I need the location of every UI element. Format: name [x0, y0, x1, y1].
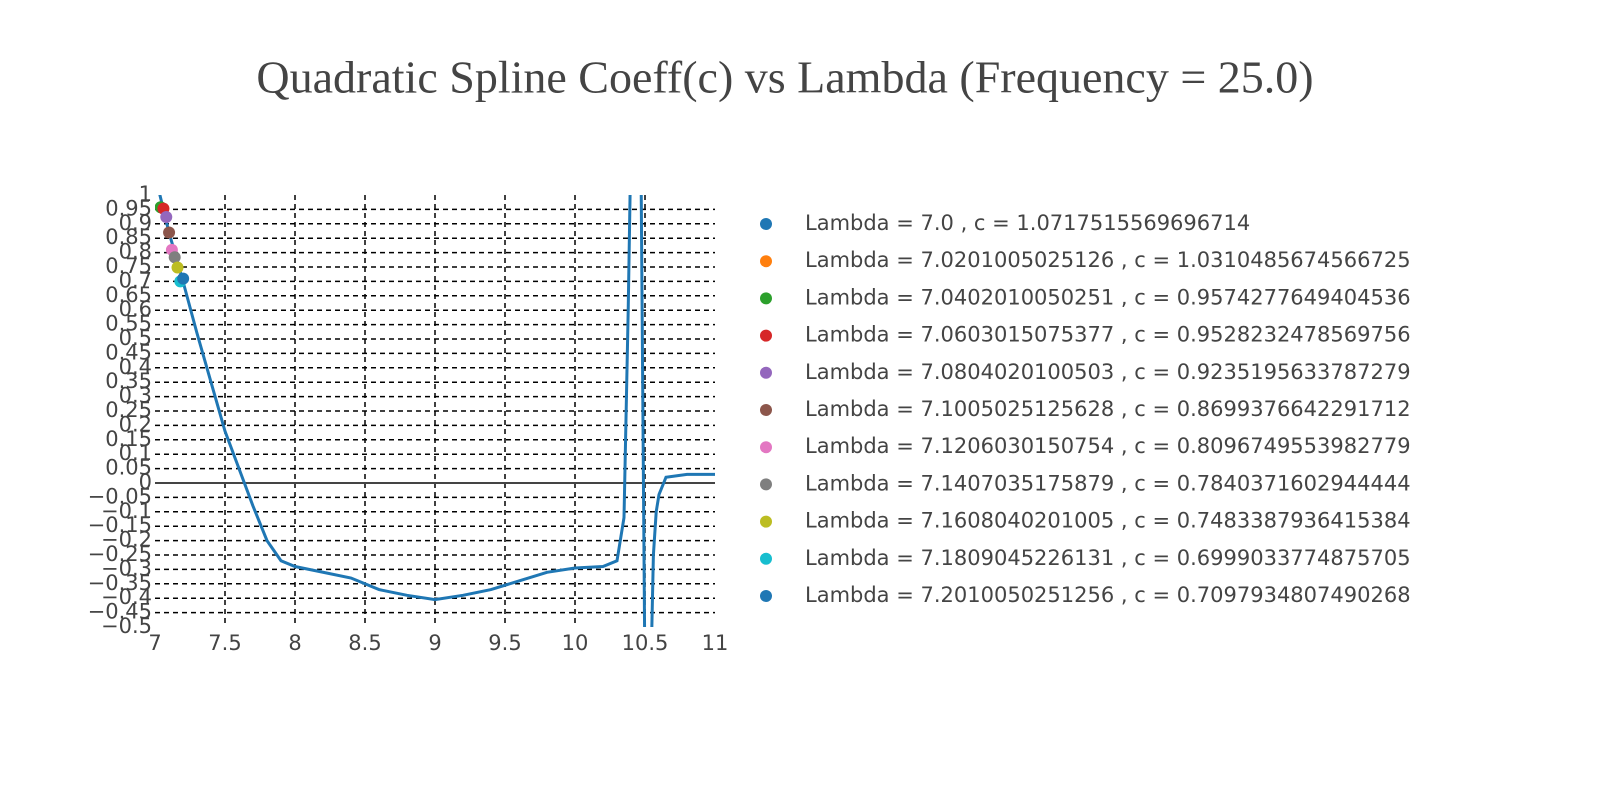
y-tick-label: −0.35 [88, 571, 152, 595]
legend-label: Lambda = 7.0201005025126 , c = 1.0310485… [805, 248, 1411, 272]
y-tick-label: −0.4 [101, 585, 152, 609]
legend: Lambda = 7.0 , c = 1.0717515569696714 Lam… [760, 211, 1411, 607]
x-tick-label: 11 [702, 631, 729, 655]
spline-line [158, 195, 715, 627]
chart-title: Quadratic Spline Coeff(c) vs Lambda (Fre… [256, 52, 1313, 103]
x-tick-label: 7 [148, 631, 161, 655]
legend-label: Lambda = 7.1608040201005 , c = 0.7483387… [805, 509, 1411, 533]
y-tick-label: 0 [139, 470, 152, 494]
legend-label: Lambda = 7.0603015075377 , c = 0.9528232… [805, 323, 1411, 347]
y-tick-label: −0.15 [88, 513, 152, 537]
x-tick-label: 9 [428, 631, 441, 655]
legend-label: Lambda = 7.1809045226131 , c = 0.6999033… [805, 546, 1411, 570]
y-tick-label: 0.85 [105, 225, 152, 249]
y-tick-label: 0.65 [105, 283, 152, 307]
legend-label: Lambda = 7.0804020100503 , c = 0.9235195… [805, 360, 1411, 384]
x-tick-label: 7.5 [208, 631, 241, 655]
y-tick-label: 0.6 [119, 297, 152, 321]
legend-marker [760, 404, 772, 416]
point [149, 168, 161, 180]
x-tick-label: 8 [288, 631, 301, 655]
y-tick-label: 0.9 [119, 211, 152, 235]
point [177, 272, 190, 285]
x-tick-label: 9.5 [488, 631, 521, 655]
legend-marker [760, 292, 772, 305]
y-tick-label: −0.3 [101, 556, 152, 580]
y-tick-label: 0.7 [119, 268, 152, 292]
y-tick-label: −0.2 [101, 528, 152, 552]
y-tick-label: −0.45 [88, 600, 152, 624]
legend-label: Lambda = 7.1407035175879 , c = 0.7840371… [805, 471, 1411, 495]
legend-marker [760, 552, 772, 565]
point [168, 251, 181, 264]
point [152, 180, 164, 192]
legend-label: Lambda = 7.1005025125628 , c = 0.8699376… [805, 397, 1411, 421]
legend-marker [760, 515, 772, 528]
y-tick-label: −0.1 [101, 499, 152, 523]
y-tick-label: 0.1 [119, 441, 152, 465]
x-tick-label: 8.5 [348, 631, 381, 655]
legend-marker [760, 478, 772, 491]
y-tick-label: 0.75 [105, 254, 152, 278]
y-tick-label: 0.3 [119, 384, 152, 408]
legend-marker [760, 590, 772, 602]
plot-area [149, 168, 715, 627]
legend-marker [760, 255, 772, 268]
point [160, 211, 173, 224]
legend-marker [760, 329, 772, 342]
x-tick-label: 10 [562, 631, 589, 655]
y-tick-label: 0.8 [119, 240, 152, 264]
legend-label: Lambda = 7.0 , c = 1.0717515569696714 [805, 211, 1250, 235]
point [171, 261, 184, 274]
legend-label: Lambda = 7.1206030150754 , c = 0.8096749… [805, 434, 1411, 458]
y-tick-label: 0.15 [105, 427, 152, 451]
legend-label: Lambda = 7.2010050251256 , c = 0.7097934… [805, 583, 1411, 607]
y-tick-label: 0.55 [105, 312, 152, 336]
y-tick-label: 0.2 [119, 412, 152, 436]
y-tick-label: 1 [139, 182, 152, 206]
y-tick-label: 0.95 [105, 196, 152, 220]
y-tick-label: 0.4 [119, 355, 152, 379]
y-tick-label: 0.25 [105, 398, 152, 422]
legend-marker [760, 366, 772, 379]
x-tick-label: 10.5 [622, 631, 669, 655]
legend-marker [760, 218, 772, 230]
y-tick-label: −0.05 [88, 484, 152, 508]
y-tick-label: 0.5 [119, 326, 152, 350]
y-tick-label: −0.25 [88, 542, 152, 566]
y-tick-label: 0.05 [105, 456, 152, 480]
legend-label: Lambda = 7.0402010050251 , c = 0.9574277… [805, 285, 1411, 309]
grid: 7 7.5 8 8.5 9 9.5 10 10.5 11−0.5−0.45−0.4−0.35−0… [88, 182, 729, 655]
legend-marker [760, 441, 772, 454]
y-tick-label: 0.45 [105, 340, 152, 364]
y-tick-label: −0.5 [101, 614, 152, 638]
y-tick-label: 0.35 [105, 369, 152, 393]
point [163, 226, 176, 239]
